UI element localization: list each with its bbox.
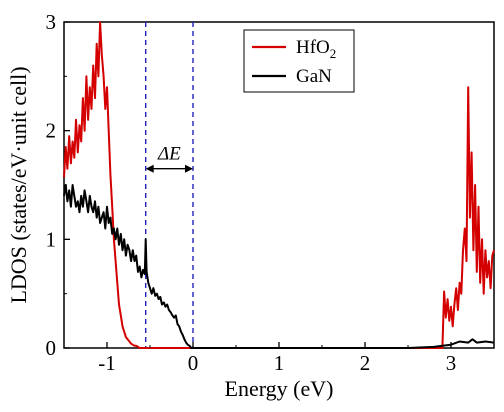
- legend-label-hfo2-subscript: 2: [330, 46, 337, 61]
- y-tick-label: 1: [46, 227, 57, 251]
- x-tick-label: 3: [446, 351, 457, 375]
- hfo2-series-line: [63, 21, 495, 349]
- x-tick-label: -1: [98, 351, 116, 375]
- x-tick-label: 1: [274, 351, 285, 375]
- legend-label-hfo2: HfO2: [296, 37, 336, 61]
- delta-e-label: ΔE: [157, 144, 181, 165]
- tick-labels: -1 0 1 2 3 0 1 2 3: [46, 10, 457, 375]
- delta-e-arrowhead-right: [185, 164, 193, 173]
- delta-e-arrowhead-left: [145, 164, 154, 173]
- legend-box: [243, 29, 355, 93]
- x-axis-title: Energy (eV): [225, 376, 334, 401]
- x-tick-label: 2: [360, 351, 371, 375]
- y-tick-label: 3: [46, 10, 57, 34]
- y-tick-label: 2: [46, 119, 57, 143]
- legend-label-hfo2-main: HfO: [296, 37, 330, 58]
- legend: HfO2 GaN: [243, 29, 355, 93]
- series-layer: [63, 21, 495, 349]
- gan-series-line: [63, 184, 495, 349]
- axis-ticks: [63, 21, 495, 349]
- delta-e-annotation: ΔE: [145, 144, 193, 173]
- y-axis-title: LDOS (states/eV·unit cell): [6, 66, 31, 303]
- x-tick-label: 0: [188, 351, 199, 375]
- legend-label-gan: GaN: [296, 66, 332, 87]
- plot-area: [63, 21, 495, 349]
- energy-markers: [144, 22, 194, 348]
- y-tick-label: 0: [46, 336, 57, 360]
